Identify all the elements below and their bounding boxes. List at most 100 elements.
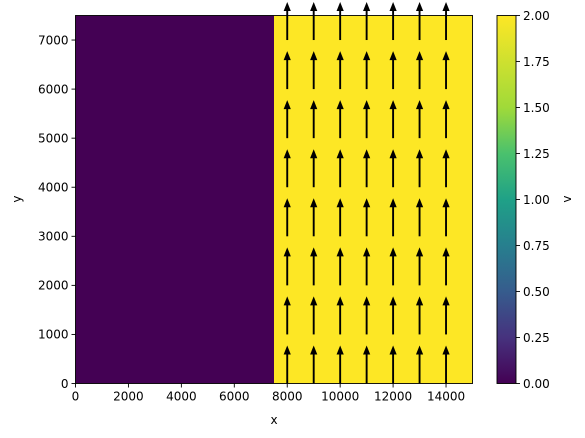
- quiver-arrow-head: [415, 2, 424, 12]
- quiver-arrow-head: [310, 247, 318, 257]
- quiver-arrow-head: [389, 149, 397, 159]
- quiver-arrow: [363, 2, 371, 41]
- quiver-arrow-head: [442, 345, 450, 355]
- y-tick-label: 4000: [38, 181, 69, 195]
- quiver-arrow: [363, 247, 371, 286]
- quiver-arrow: [283, 198, 291, 237]
- quiver-arrow-head: [415, 345, 424, 355]
- quiver-arrow-head: [310, 198, 318, 208]
- x-tick-label: 8000: [272, 390, 303, 404]
- quiver-arrow: [310, 2, 318, 41]
- quiver-arrow: [310, 198, 318, 237]
- heatmap-cell-1: [274, 15, 473, 384]
- quiver-arrow: [415, 247, 424, 286]
- quiver-arrow: [389, 247, 397, 286]
- y-tick-label: 7000: [38, 33, 69, 47]
- x-tick-label: 4000: [166, 390, 197, 404]
- quiver-arrow: [336, 100, 344, 139]
- quiver-arrow-head: [283, 100, 291, 110]
- quiver-arrow: [442, 247, 450, 286]
- x-tick-label: 14000: [427, 390, 465, 404]
- quiver-arrow: [363, 149, 371, 188]
- quiver-arrow-head: [389, 345, 397, 355]
- quiver-arrow-head: [442, 198, 450, 208]
- colorbar-tick-label: 0.75: [523, 239, 550, 253]
- quiver-arrow-head: [389, 247, 397, 257]
- quiver-arrow: [415, 100, 424, 139]
- quiver-arrow-head: [363, 2, 371, 12]
- y-tick-label: 2000: [38, 279, 69, 293]
- quiver-arrow-head: [415, 100, 424, 110]
- y-tick-label: 6000: [38, 82, 69, 96]
- y-tick-label: 5000: [38, 131, 69, 145]
- quiver-arrow: [363, 296, 371, 335]
- quiver-arrow-head: [363, 149, 371, 159]
- colorbar-tick-label: 1.50: [523, 101, 550, 115]
- quiver-arrow-head: [389, 51, 397, 61]
- quiver-arrow: [283, 149, 291, 188]
- quiver-arrow: [415, 51, 424, 90]
- colorbar-tick-label: 2.00: [523, 9, 550, 23]
- quiver-arrow-head: [363, 51, 371, 61]
- x-tick-label: 0: [72, 390, 80, 404]
- quiver-arrow-head: [283, 51, 291, 61]
- quiver-arrows: [283, 2, 450, 384]
- quiver-arrow: [442, 2, 450, 41]
- heatmap-cell-0: [75, 15, 274, 384]
- quiver-arrow-head: [415, 198, 424, 208]
- quiver-arrow-head: [283, 149, 291, 159]
- y-tick-label: 3000: [38, 230, 69, 244]
- quiver-arrow-head: [336, 51, 344, 61]
- quiver-arrow-head: [310, 100, 318, 110]
- quiver-arrow-head: [336, 2, 344, 12]
- quiver-arrow-head: [363, 247, 371, 257]
- quiver-arrow: [283, 51, 291, 90]
- colorbar-tick-label: 0.25: [523, 331, 550, 345]
- quiver-arrow-head: [310, 2, 318, 12]
- quiver-arrow-head: [363, 296, 371, 306]
- quiver-arrow: [442, 51, 450, 90]
- quiver-arrow: [415, 296, 424, 335]
- quiver-arrow: [363, 198, 371, 237]
- plot-frame: [75, 15, 473, 384]
- colorbar-tick-label: 1.25: [523, 147, 550, 161]
- y-axis-label: y: [10, 195, 24, 202]
- quiver-arrow: [389, 198, 397, 237]
- quiver-arrow-head: [363, 100, 371, 110]
- quiver-arrow-head: [442, 100, 450, 110]
- quiver-arrow: [415, 2, 424, 41]
- heatmap-regions: [75, 15, 473, 384]
- quiver-arrow-head: [283, 247, 291, 257]
- quiver-arrow: [336, 247, 344, 286]
- quiver-arrow-head: [442, 51, 450, 61]
- quiver-arrow-head: [415, 296, 424, 306]
- quiver-arrow: [415, 345, 424, 384]
- quiver-arrow: [310, 149, 318, 188]
- quiver-arrow-head: [415, 51, 424, 61]
- quiver-arrow: [415, 149, 424, 188]
- quiver-arrow-head: [389, 100, 397, 110]
- quiver-arrow: [336, 149, 344, 188]
- quiver-arrow-head: [310, 149, 318, 159]
- quiver-arrow-head: [415, 247, 424, 257]
- quiver-arrow: [310, 51, 318, 90]
- x-tick-label: 10000: [321, 390, 359, 404]
- quiver-arrow-head: [336, 149, 344, 159]
- x-tick-label: 12000: [374, 390, 412, 404]
- quiver-arrow: [283, 2, 291, 41]
- colorbar-tick-label: 1.00: [523, 193, 550, 207]
- x-tick-label: 2000: [113, 390, 144, 404]
- quiver-arrow: [310, 296, 318, 335]
- quiver-arrow-head: [442, 247, 450, 257]
- quiver-arrow: [336, 345, 344, 384]
- quiver-arrow-head: [283, 2, 291, 12]
- quiver-arrow: [442, 198, 450, 237]
- quiver-arrow: [283, 100, 291, 139]
- colorbar: [497, 15, 516, 384]
- quiver-arrow: [442, 149, 450, 188]
- quiver-arrow: [336, 2, 344, 41]
- y-axis-ticks: 0 1000 2000 3000 4000 5000 6000 7000: [38, 33, 76, 391]
- quiver-arrow: [283, 345, 291, 384]
- quiver-arrow-head: [336, 198, 344, 208]
